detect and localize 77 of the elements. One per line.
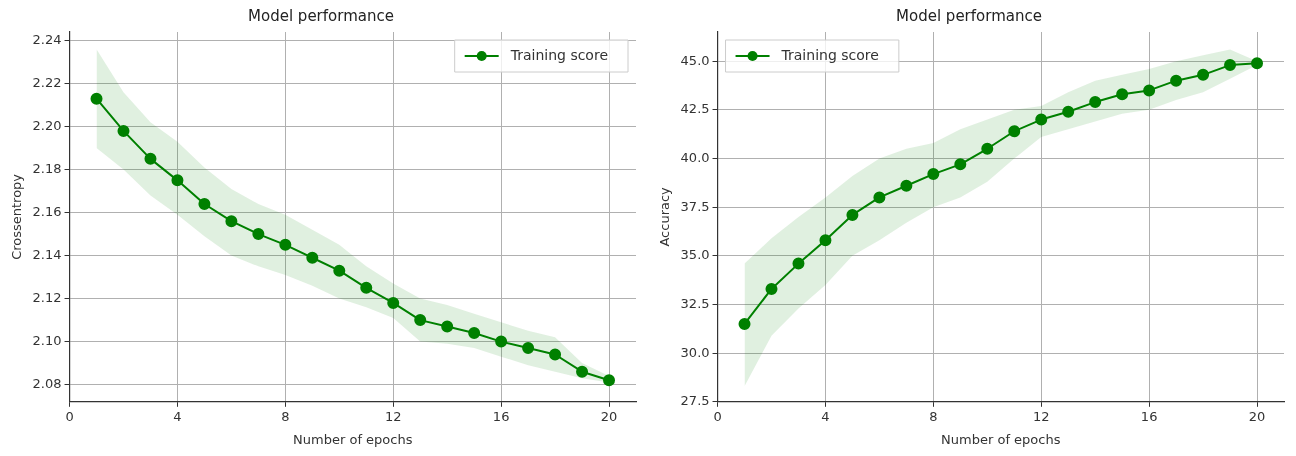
point [1089, 96, 1102, 109]
point [846, 208, 859, 221]
point [306, 251, 319, 264]
point [171, 174, 184, 187]
chart-title: Model performance [248, 6, 394, 25]
point [252, 228, 265, 241]
x-tick-label: 0 [713, 408, 722, 424]
chart-title: Model performance [896, 6, 1042, 25]
point [387, 296, 400, 309]
point [576, 365, 589, 378]
y-tick-label: 2.16 [32, 203, 62, 219]
y-tick-label: 2.08 [32, 375, 62, 391]
y-tick-label: 2.22 [32, 74, 62, 90]
x-tick-label: 20 [600, 408, 618, 424]
point [90, 92, 103, 105]
y-tick-label: 37.5 [680, 198, 710, 214]
point [117, 124, 130, 137]
point [954, 158, 967, 171]
point [765, 282, 778, 295]
x-tick-label: 20 [1248, 408, 1266, 424]
x-tick-label: 0 [65, 408, 74, 424]
y-tick-label: 2.12 [32, 289, 62, 305]
point [927, 168, 940, 181]
y-tick-label: 2.24 [32, 31, 62, 47]
point [522, 342, 535, 355]
y-tick-label: 35.0 [680, 247, 710, 263]
x-tick-label: 4 [173, 408, 182, 424]
point [1062, 105, 1075, 118]
point [819, 234, 832, 247]
point [468, 327, 481, 339]
point [981, 142, 994, 155]
point [144, 152, 157, 165]
x-axis-title: Number of epochs [941, 431, 1061, 447]
y-tick-label: 2.14 [32, 246, 62, 262]
y-tick-label: 45.0 [680, 52, 710, 68]
point [1251, 57, 1264, 70]
x-tick-label: 12 [1032, 408, 1050, 424]
x-axis-title: Number of epochs [293, 431, 413, 447]
point [333, 264, 346, 277]
point [1008, 125, 1021, 138]
point [225, 215, 238, 228]
y-tick-label: 32.5 [680, 295, 710, 311]
point [738, 317, 751, 330]
y-tick-label: 2.18 [32, 160, 62, 176]
x-tick-label: 8 [281, 408, 290, 424]
x-tick-label: 16 [492, 408, 510, 424]
point [603, 374, 616, 387]
x-tick-label: 12 [384, 408, 402, 424]
point [1035, 113, 1048, 126]
legend-label: Training score [509, 46, 608, 63]
point [1116, 88, 1129, 101]
y-tick-label: 2.20 [32, 117, 62, 133]
y-axis-title: Crossentropy [9, 173, 25, 260]
y-axis-title: Accuracy [657, 186, 673, 247]
x-tick-label: 8 [929, 408, 938, 424]
point [900, 179, 913, 192]
y-tick-label: 42.5 [680, 101, 710, 117]
point [198, 198, 211, 210]
point [1143, 84, 1156, 97]
point [1224, 59, 1237, 72]
x-tick-label: 16 [1140, 408, 1158, 424]
y-tick-label: 2.10 [32, 332, 62, 348]
point [360, 281, 373, 294]
point [414, 314, 427, 327]
point [1170, 74, 1183, 87]
point [1197, 68, 1210, 81]
y-tick-label: 40.0 [680, 149, 710, 165]
point [792, 257, 805, 270]
point [495, 335, 508, 348]
point [441, 320, 454, 333]
y-tick-label: 30.0 [680, 344, 710, 360]
point [549, 348, 562, 361]
x-tick-label: 4 [821, 408, 830, 424]
point [873, 191, 886, 204]
y-tick-label: 27.5 [680, 393, 710, 409]
legend-label: Training score [780, 46, 879, 63]
point [279, 238, 292, 251]
